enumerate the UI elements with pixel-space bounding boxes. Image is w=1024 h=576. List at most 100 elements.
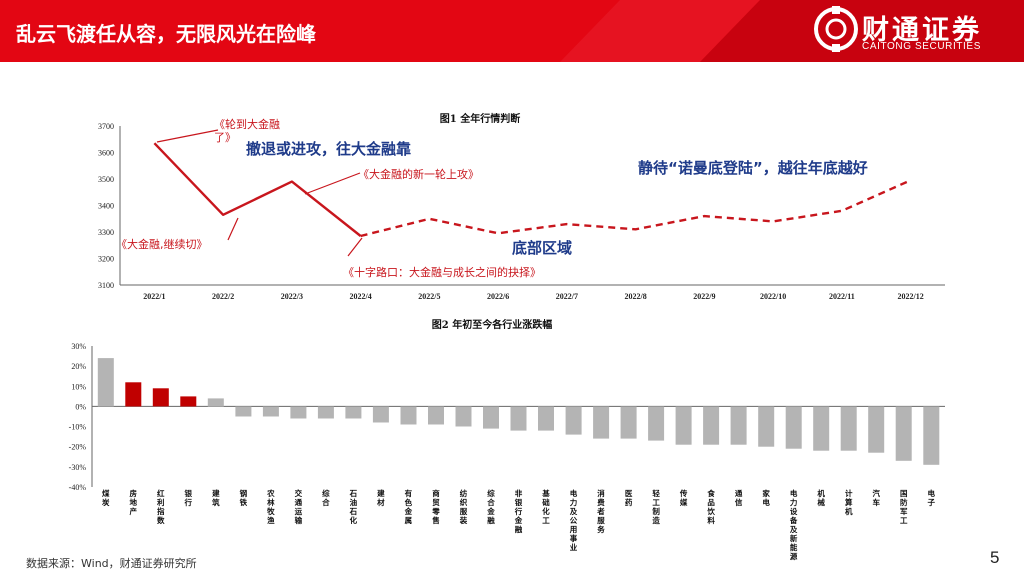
chart2-category-label: 纺织服装 — [459, 488, 468, 525]
chart2-bars — [97, 358, 940, 465]
bar-石油石化 — [345, 406, 362, 419]
bar-电子 — [923, 406, 940, 465]
chart1-y-tick-label: 3600 — [98, 149, 114, 158]
annotation-pointer — [304, 172, 361, 195]
bar-银行 — [180, 396, 197, 407]
annotation-label-4: 静待“诺曼底登陆”，越往年底越好 — [638, 159, 868, 177]
chart1-x-tick-label: 2022/4 — [350, 292, 372, 301]
chart1-x-tick-label: 2022/6 — [487, 292, 509, 301]
chart2-category-label: 煤炭 — [102, 488, 110, 507]
bar-钢铁 — [235, 406, 252, 417]
bar-综合金融 — [483, 406, 499, 429]
chart2-category-label: 汽车 — [872, 488, 880, 507]
chart1-x-tick-label: 2022/1 — [143, 292, 165, 301]
chart1-y-tick-label: 3300 — [98, 228, 114, 237]
chart1-x-tick-label: 2022/11 — [829, 292, 855, 301]
chart2-category-label: 通信 — [735, 488, 743, 507]
chart2-category-label: 电力及公用事业 — [570, 488, 578, 552]
page-title: 乱云飞渡任从容，无限风光在险峰 — [16, 22, 316, 46]
chart2-category-label: 有色金属 — [404, 488, 413, 525]
chart2-category-label: 电子 — [927, 488, 935, 507]
chart2-category-label: 非银行金融 — [514, 488, 523, 534]
chart1-x-tick-label: 2022/10 — [760, 292, 786, 301]
bar-建材 — [372, 406, 389, 423]
forecast-line — [360, 179, 912, 238]
bar-消费者服务 — [593, 406, 610, 439]
annotation-label-3: 《大金融的新一轮上攻》 — [358, 167, 479, 181]
bar-建筑 — [207, 398, 224, 407]
chart2-y-tick-label: 10% — [71, 382, 86, 391]
chart2-category-label: 建材 — [376, 488, 385, 507]
bar-医药 — [620, 406, 637, 439]
chart1-x-tick-label: 2022/3 — [281, 292, 303, 301]
actual-line — [153, 142, 362, 237]
bar-煤炭 — [97, 358, 114, 407]
chart1-x-ticks: 2022/1 2022/2 2022/3 2022/4 2022/5 2022/6 2022… — [143, 292, 923, 301]
annotation-label-1: 《轮到大金融了》 — [214, 118, 280, 144]
annotation-label-7: 《十字路口：大金融与成长之间的抉择》 — [343, 265, 541, 279]
chart2-category-label: 综合金融 — [486, 488, 495, 525]
chart2-y-tick-label: 30% — [71, 342, 86, 351]
chart2-category-label: 国防军工 — [900, 488, 908, 525]
bar-非银行金融 — [510, 406, 527, 431]
chart1-x-tick-label: 2022/8 — [625, 292, 647, 301]
header-background — [0, 0, 1024, 62]
chart2-category-label: 房地产 — [130, 488, 138, 516]
annotation-pointer — [227, 217, 239, 241]
chart2-y-tick-label: -10% — [69, 423, 87, 432]
chart2-category-label: 商贸零售 — [431, 488, 440, 525]
chart2-y-tick-label: -20% — [69, 443, 87, 452]
bar-有色金属 — [400, 406, 417, 425]
annotation-pointer — [347, 237, 363, 257]
chart2-category-label: 农林牧渔 — [266, 488, 275, 525]
chart2-category-label: 传媒 — [679, 488, 688, 507]
bar-轻工制造 — [648, 406, 665, 441]
chart1-y-tick-label: 3500 — [98, 175, 114, 184]
chart2-category-label: 建筑 — [211, 488, 220, 507]
chart1-axes — [119, 126, 945, 286]
bar-电力及公用事业 — [565, 406, 582, 435]
chart2-category-label: 石油石化 — [349, 489, 358, 525]
bar-计算机 — [840, 406, 857, 451]
chart2-category-label: 电力设备及新能源 — [789, 488, 798, 561]
bar-农林牧渔 — [262, 406, 279, 417]
chart2-y-tick-label: 20% — [71, 362, 86, 371]
chart1-x-tick-label: 2022/12 — [898, 292, 924, 301]
chart2-category-label: 计算机 — [845, 488, 853, 516]
chart2-category-label: 家电 — [762, 488, 770, 507]
chart1-y-tick-label: 3700 — [98, 122, 114, 131]
chart1-x-tick-label: 2022/9 — [693, 292, 715, 301]
bar-机械 — [813, 406, 830, 451]
bar-红利指数 — [152, 388, 169, 407]
chart2-category-label: 机械 — [817, 488, 825, 507]
header-banner: 乱云飞渡任从容，无限风光在险峰 财通证券 CAITONG SECURITIES — [0, 0, 1024, 62]
bar-食品饮料 — [703, 406, 720, 445]
chart1-x-tick-label: 2022/7 — [556, 292, 578, 301]
brand-name-en: CAITONG SECURITIES — [862, 41, 981, 52]
chart1-series — [153, 142, 912, 238]
bar-国防军工 — [895, 406, 912, 461]
bar-综合 — [317, 406, 334, 419]
bar-通信 — [730, 406, 747, 445]
chart1-x-tick-label: 2022/2 — [212, 292, 234, 301]
chart2-y-tick-label: -30% — [69, 463, 87, 472]
chart1-annotations: 《轮到大金融了》 撤退或进攻，往大金融靠 《大金融的新一轮上攻》 静待“诺曼底登… — [116, 118, 868, 279]
bar-基础化工 — [538, 406, 554, 431]
chart2-category-label: 医药 — [625, 489, 633, 507]
chart2-category-label: 食品饮料 — [706, 488, 715, 525]
annotation-label-2: 撤退或进攻，往大金融靠 — [246, 140, 411, 158]
chart2-title: 图2 年初至今各行业涨跌幅 — [432, 318, 552, 331]
data-source-note: 数据来源：Wind，财通证券研究所 — [26, 557, 197, 570]
chart2-y-tick-label: 0% — [75, 402, 86, 411]
chart1-y-tick-label: 3400 — [98, 202, 114, 211]
chart1-y-tick-label: 3100 — [98, 281, 114, 290]
bar-家电 — [758, 406, 775, 447]
chart2-y-tick-label: -40% — [69, 483, 87, 492]
bar-汽车 — [868, 406, 885, 453]
chart2-y-ticks: 30% 20% 10% 0% -10% -20% -30% -40% — [69, 342, 87, 492]
chart2-category-label: 红利指数 — [156, 488, 165, 525]
bar-电力设备及新能源 — [785, 406, 802, 449]
chart2-category-label: 综合 — [322, 488, 330, 507]
page-number: 5 — [990, 548, 1000, 567]
